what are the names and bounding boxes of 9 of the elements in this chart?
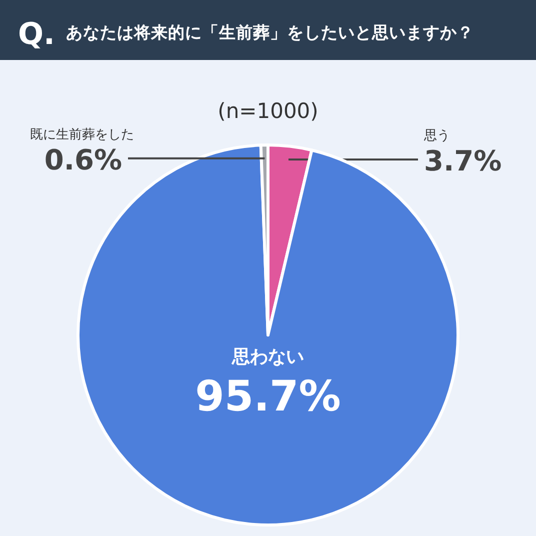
data-label: 0.6% [44, 143, 122, 176]
slice-label: 既に生前葬をした [30, 127, 134, 142]
chart-title: あなたは将来的に「生前葬」をしたいと思いますか？ [66, 23, 474, 42]
data-label: 3.7% [424, 144, 502, 178]
data-label: 95.7% [195, 372, 341, 420]
slice-label: 思わない [231, 346, 304, 368]
slice-label: 思う [423, 128, 450, 144]
text: Q. [18, 17, 55, 52]
chart-subtitle: (n=1000) [218, 99, 318, 123]
